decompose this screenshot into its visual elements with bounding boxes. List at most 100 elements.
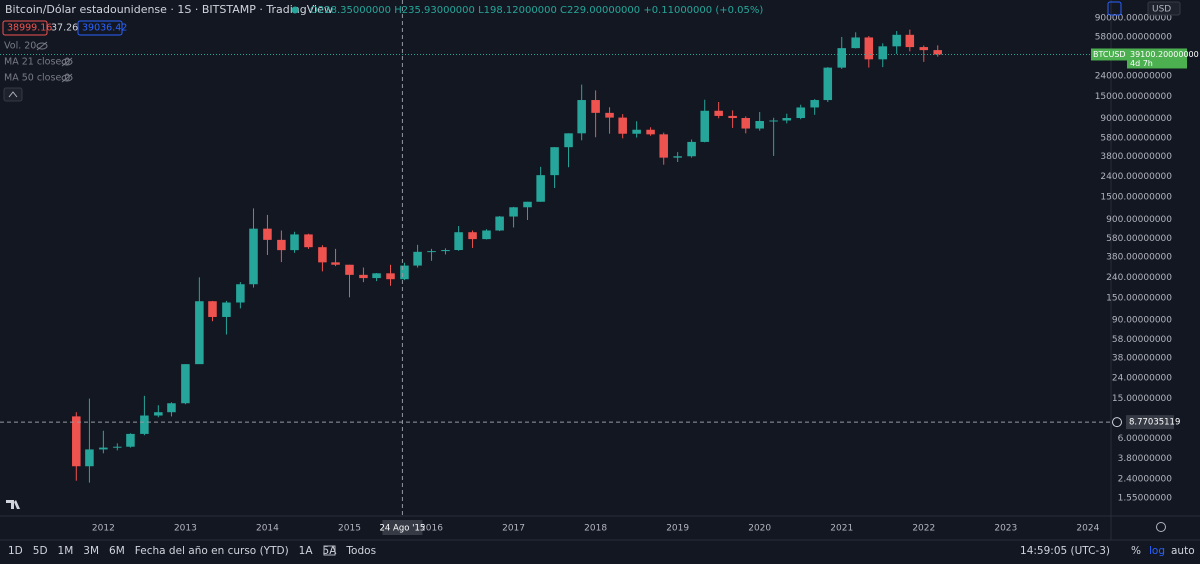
y-tick-label: 15000.00000000 xyxy=(1095,92,1173,102)
candle-body xyxy=(591,100,600,113)
candle-body xyxy=(687,141,696,157)
log-toggle[interactable]: log xyxy=(1149,545,1165,557)
y-tick-label: 240.00000000 xyxy=(1106,273,1172,283)
candle-body xyxy=(72,416,81,467)
candle-body xyxy=(728,115,737,119)
x-tick-label: 2019 xyxy=(666,524,689,534)
indicator[interactable]: Vol. 20 xyxy=(4,41,36,52)
symbol-box xyxy=(1091,48,1127,61)
range-button[interactable]: 5D xyxy=(33,545,48,557)
range-button[interactable]: 3M xyxy=(83,545,99,557)
y-tick-label: 24.00000000 xyxy=(1112,374,1172,384)
candle-body xyxy=(304,234,313,248)
candle-body xyxy=(810,100,819,108)
y-tick-label: 2.40000000 xyxy=(1118,474,1173,484)
candle-body xyxy=(413,251,422,266)
currency-label: USD xyxy=(1152,5,1171,15)
indicator[interactable]: MA 21 close 0 xyxy=(4,57,70,68)
buy-price: 39036.42 xyxy=(82,23,127,34)
range-button[interactable]: 1A xyxy=(299,545,314,557)
x-tick-label: 2024 xyxy=(1076,524,1099,534)
candle-body xyxy=(495,216,504,231)
x-tick-label: 2020 xyxy=(748,524,771,534)
y-tick-label: 900.00000000 xyxy=(1106,215,1172,225)
bottom-toolbar: 1D 5D 1M 3M 6M Fecha del año en curso (YTD) 1A… xyxy=(8,545,376,557)
x-tick-label: 2013 xyxy=(174,524,197,534)
x-tick-label: 2022 xyxy=(912,524,935,534)
crosshair-x-label: 24 Ago '15 xyxy=(380,524,426,534)
candle-body xyxy=(796,107,805,119)
candle-body xyxy=(126,433,135,447)
candle-body xyxy=(618,117,627,134)
candle-body xyxy=(823,67,833,101)
candle-body xyxy=(249,228,258,285)
candle-body xyxy=(427,251,436,253)
range-button[interactable]: 6M xyxy=(109,545,125,557)
candle-body xyxy=(782,118,792,121)
y-tick-label: 580.00000000 xyxy=(1106,234,1172,244)
x-tick-label: 2017 xyxy=(502,524,525,534)
candle-body xyxy=(673,156,682,158)
candle-body xyxy=(905,34,915,48)
candle-body xyxy=(864,37,874,60)
screenshot-button[interactable] xyxy=(1107,1,1122,16)
y-tick-label: 38.00000000 xyxy=(1112,353,1172,363)
candle-body xyxy=(154,412,163,416)
candle-body xyxy=(400,265,409,280)
y-tick-label: 15.00000000 xyxy=(1112,394,1172,404)
y-tick-label: 9000.00000000 xyxy=(1100,114,1172,124)
x-tick-label: 2015 xyxy=(338,524,361,534)
countdown: 4d 7h xyxy=(1130,59,1153,68)
indicator[interactable]: MA 50 close 0 xyxy=(4,73,70,84)
y-tick-label: 1500.00000000 xyxy=(1100,193,1172,203)
range-button[interactable]: 5A xyxy=(323,545,338,557)
hidden-icons xyxy=(36,41,73,83)
range-button[interactable]: Fecha del año en curso (YTD) xyxy=(135,545,289,557)
spread: 37.26 xyxy=(51,23,78,34)
settings-icon[interactable] xyxy=(1156,522,1166,532)
candle-body xyxy=(113,446,122,448)
x-tick-label: 2021 xyxy=(830,524,853,534)
candle-body xyxy=(468,232,477,240)
range-button[interactable]: 1M xyxy=(58,545,74,557)
y-tick-label: 2400.00000000 xyxy=(1100,172,1172,182)
last-price-box xyxy=(1127,48,1187,69)
candle-body xyxy=(523,201,532,208)
sell-price: 38999.16 xyxy=(7,23,52,34)
candle-body xyxy=(195,301,204,365)
add-alert-button[interactable] xyxy=(1112,417,1122,428)
candle-body xyxy=(919,47,929,51)
candle-body xyxy=(318,247,327,263)
clock: 14:59:05 (UTC-3) xyxy=(1020,545,1110,557)
candle-body xyxy=(646,129,655,135)
sell-box[interactable] xyxy=(2,20,48,36)
candle-body xyxy=(605,112,614,118)
y-tick-label: 3.80000000 xyxy=(1118,454,1173,464)
buy-box[interactable] xyxy=(77,20,123,36)
range-button[interactable]: Todos xyxy=(345,545,376,557)
currency-dropdown[interactable] xyxy=(1147,1,1181,16)
ohlc-values: O228.35000000 H235.93000000 L198.1200000… xyxy=(310,5,763,16)
percent-toggle[interactable]: % xyxy=(1131,545,1141,557)
x-tick-label: 2012 xyxy=(92,524,115,534)
x-tick-label: 2023 xyxy=(994,524,1017,534)
candle-body xyxy=(837,48,846,68)
candle-body xyxy=(208,301,217,317)
date-range-icon[interactable] xyxy=(323,545,336,556)
x-tick-label: 2016 xyxy=(420,524,443,534)
tv-logo xyxy=(6,500,20,509)
candle-body xyxy=(236,284,245,303)
auto-toggle[interactable]: auto xyxy=(1171,545,1195,557)
range-button[interactable]: 1D xyxy=(8,545,23,557)
candle-body xyxy=(386,273,395,280)
collapse-button[interactable] xyxy=(3,87,23,102)
candle-body xyxy=(577,100,586,134)
y-tick-label: 58.00000000 xyxy=(1112,335,1172,345)
collapse-icon xyxy=(8,91,18,98)
y-tick-label: 380.00000000 xyxy=(1106,253,1172,263)
candle-body xyxy=(482,230,491,240)
y-tick-label: 5800.00000000 xyxy=(1100,133,1172,143)
crosshair-y-label: 8.77035119 xyxy=(1129,418,1180,428)
candle-body xyxy=(769,120,778,122)
